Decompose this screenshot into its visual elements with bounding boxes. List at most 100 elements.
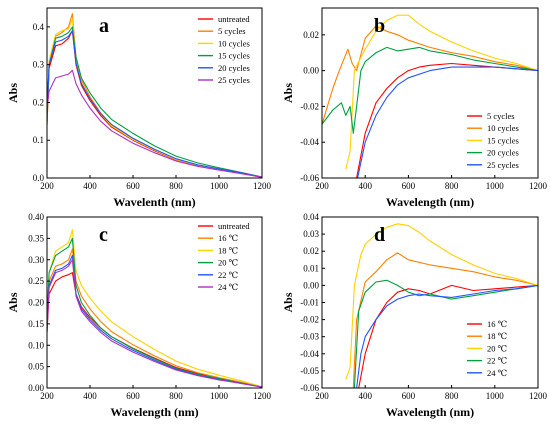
legend-entry: untreated [218,221,250,231]
legend-entry: 5 cycles [487,111,515,121]
legend: untreated 5 cycles 10 cycles 15 cycles 20 cy… [198,14,250,85]
legend-entry: 16 ℃ [218,233,238,243]
legend-entry: 22 ℃ [487,356,507,366]
x-tick-label: 1000 [210,391,229,401]
series-line-20- [345,223,538,380]
y-tick-label: 0.04 [303,212,319,222]
y-tick-label: -0.05 [300,366,319,376]
series-line-25-cycles [47,69,262,178]
legend-entry: 25 cycles [218,75,250,85]
series-group [345,223,538,388]
series-line-20-cycles [47,30,262,178]
y-tick-label: 0.05 [28,362,44,372]
y-tick-label: 0.0 [33,173,45,183]
series-line-18- [352,252,538,388]
plot-frame [46,7,263,179]
y-tick-label: 0.40 [28,212,44,222]
y-tick-label: -0.04 [300,137,319,147]
x-tick-label: 200 [315,391,329,401]
legend: 5 cycles 10 cycles 15 cycles 20 cycles 25 cy… [467,111,519,170]
x-tick-label: 800 [169,181,183,191]
series-line-18- [47,229,262,388]
legend-entry: 20 ℃ [487,343,507,353]
x-tick-label: 200 [40,391,54,401]
y-tick-label: 0.20 [28,298,44,308]
y-tick-label: 0.1 [33,135,44,145]
legend-entry: 5 cycles [218,26,246,36]
y-tick-label: -0.04 [300,349,319,359]
x-tick-label: 600 [402,181,416,191]
legend-entry: 15 cycles [487,135,519,145]
x-tick-label: 1000 [210,181,229,191]
legend-entry: 25 cycles [487,160,519,170]
y-axis-label: Abs [281,83,295,103]
y-tick-label: 0.00 [28,383,44,393]
series-group [47,13,262,178]
panel-letter: a [99,15,109,37]
series-line-24- [47,259,262,388]
panel-b: 200 400 600 800 1000 1200 -0.06 -0.04 -0.02 0.00 0… [281,7,548,209]
x-tick-label: 1200 [253,391,272,401]
panel-a: 200 400 600 800 1000 1200 0.0 0.1 0.2 0.3 0.4 Wavel… [6,7,272,209]
series-line-15-cycles [47,26,262,178]
legend-entry: 20 cycles [218,63,250,73]
x-tick-label: 400 [358,391,372,401]
series-line-20- [47,237,262,388]
series-line-10-cycles [322,25,538,125]
y-tick-label: 0.00 [303,280,319,290]
series-line-16- [358,284,538,388]
legend-entry: 10 cycles [487,123,519,133]
x-tick-label: 400 [83,181,97,191]
legend-entry: 20 cycles [487,148,519,158]
series-group [322,14,538,178]
x-tick-label: 1200 [529,181,548,191]
y-axis-label: Abs [6,292,20,312]
legend-entry: 20 ℃ [218,258,238,268]
series-line-24- [356,284,538,388]
y-tick-label: -0.01 [300,298,319,308]
panel-d: 200 400 600 800 1000 1200 -0.06 -0.05 -0.04 -0.03… [281,212,548,419]
panel-letter: c [99,224,108,246]
y-tick-label: 0.02 [303,246,319,256]
legend-entry: untreated [218,14,250,24]
x-axis-label: Wavelength (nm) [386,195,474,209]
series-line-16- [47,248,262,388]
series-line-20-cycles [322,46,538,134]
series-line-22- [353,279,538,388]
y-tick-label: -0.02 [300,315,319,325]
y-tick-label: 0.02 [303,30,319,40]
x-tick-label: 400 [358,181,372,191]
y-tick-label: 0.03 [303,229,319,239]
y-tick-label: 0.2 [33,97,44,107]
x-tick-label: 600 [126,391,140,401]
legend: 16 ℃ 18 ℃ 20 ℃ 22 ℃ 24 ℃ [467,319,507,378]
legend-entry: 18 ℃ [487,331,507,341]
y-axis-label: Abs [281,292,295,312]
panel-letter: d [374,224,385,246]
y-axis-label: Abs [6,83,20,103]
x-tick-label: 800 [445,181,459,191]
x-tick-label: 600 [126,181,140,191]
x-tick-label: 200 [40,181,54,191]
legend-entry: 24 ℃ [487,368,507,378]
x-axis-label: Wavelenth (nm) [113,195,195,209]
x-tick-label: 800 [445,391,459,401]
plot-frame [321,7,539,179]
y-tick-label: 0.15 [28,319,44,329]
x-tick-label: 600 [402,391,416,401]
y-tick-label: 0.3 [33,60,45,70]
x-tick-label: 400 [83,391,97,401]
panel-letter: b [374,15,385,37]
y-tick-label: -0.02 [300,101,319,111]
y-tick-label: 0.4 [33,22,45,32]
x-tick-label: 1000 [486,391,505,401]
x-axis-label: Wavelength (nm) [110,405,198,419]
y-tick-label: -0.03 [300,332,319,342]
y-tick-label: 0.00 [303,66,319,76]
x-tick-label: 800 [169,391,183,401]
x-tick-label: 200 [315,181,329,191]
y-tick-label: 0.10 [28,340,44,350]
panel-c: 200 400 600 800 1000 1200 0.00 0.05 0.10 0.15 0.20… [6,212,272,419]
y-tick-label: 0.30 [28,255,44,265]
